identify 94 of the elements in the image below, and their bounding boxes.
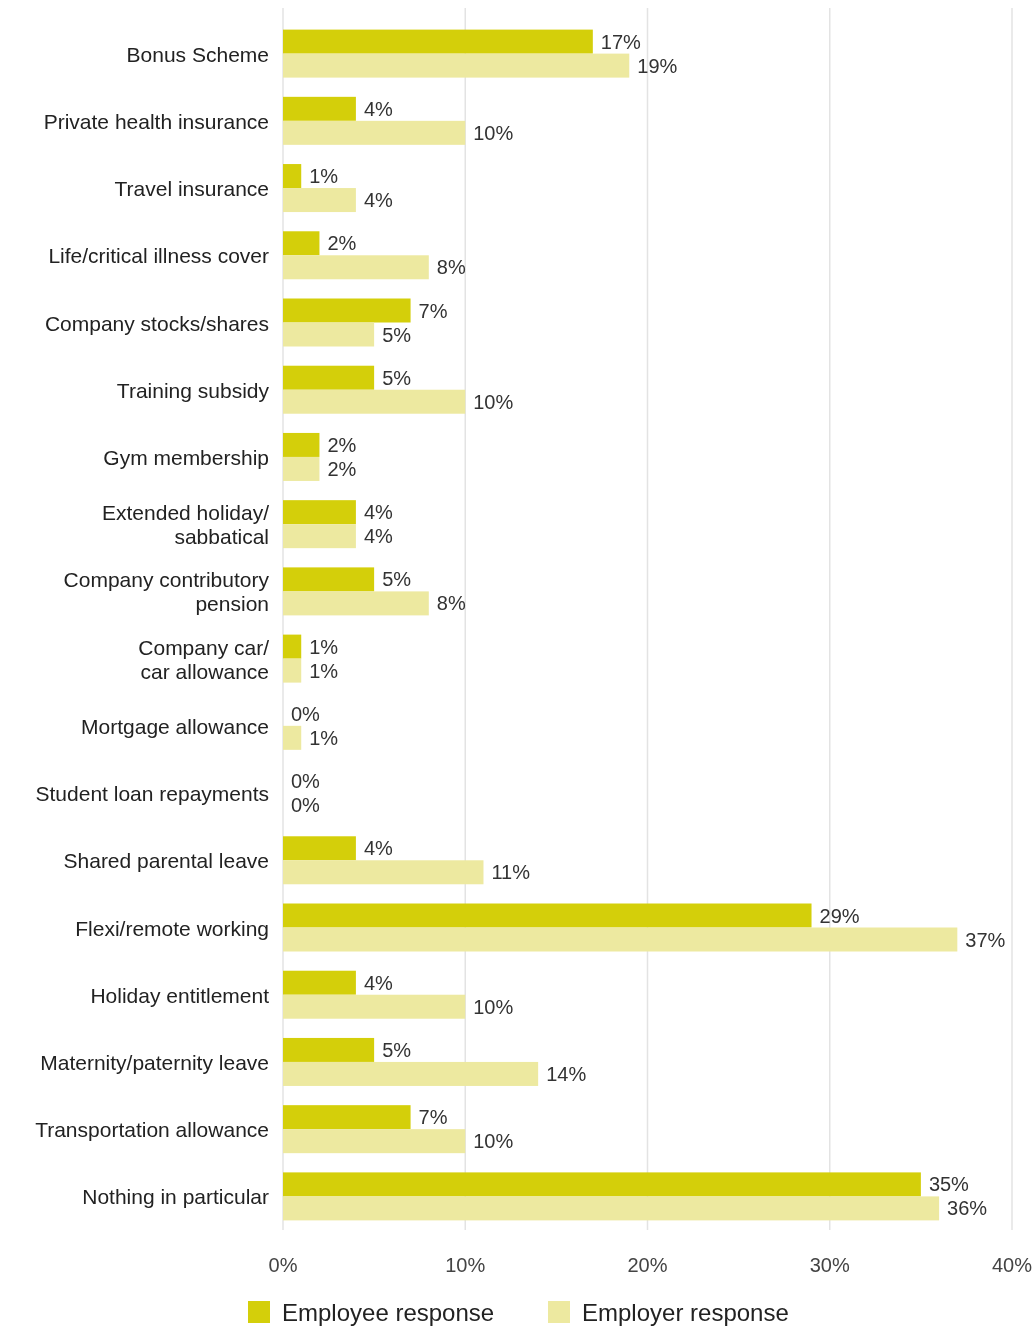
- bar: [283, 188, 356, 213]
- bar: [283, 29, 593, 54]
- data-label: 5%: [382, 1038, 412, 1061]
- bar: [283, 903, 812, 928]
- legend-label: Employee response: [282, 1299, 495, 1326]
- y-tick-label: Company stocks/shares: [44, 311, 269, 335]
- bar: [283, 53, 630, 78]
- y-tick-label: Nothing in particular: [82, 1185, 270, 1209]
- y-tick-label: Flexi/remote working: [75, 916, 269, 940]
- data-label: 2%: [327, 232, 357, 255]
- data-label: 5%: [382, 323, 412, 346]
- bar: [283, 1037, 375, 1062]
- y-tick-label: Life/critical illness cover: [48, 244, 269, 268]
- bar: [283, 591, 429, 616]
- y-tick-label: Training subsidy: [116, 378, 270, 402]
- bar: [283, 456, 320, 481]
- bar: [283, 389, 466, 414]
- data-label: 5%: [382, 568, 412, 591]
- bar: [283, 1061, 539, 1086]
- data-label: 7%: [418, 299, 448, 322]
- data-label: 2%: [327, 457, 357, 480]
- data-label: 14%: [546, 1062, 587, 1085]
- x-tick-label: 20%: [627, 1254, 668, 1276]
- data-label: 19%: [637, 54, 678, 77]
- y-tick-label: Travel insurance: [114, 177, 269, 201]
- data-label: 0%: [291, 702, 321, 725]
- data-label: 10%: [473, 995, 514, 1018]
- legend-label: Employer response: [582, 1299, 789, 1326]
- data-label: 4%: [363, 971, 394, 994]
- y-tick-label: Company contributory pension: [63, 568, 270, 616]
- data-label: 2%: [327, 433, 357, 456]
- bar: [283, 1196, 940, 1221]
- bar: [283, 994, 466, 1019]
- x-tick-label: 10%: [445, 1254, 486, 1276]
- bar: [283, 970, 356, 995]
- data-label: 36%: [947, 1197, 988, 1220]
- data-label: 0%: [291, 770, 321, 793]
- bar: [283, 298, 411, 323]
- y-tick-label: Extended holiday/ sabbatical: [102, 501, 270, 549]
- data-label: 8%: [436, 256, 466, 279]
- y-tick-label: Shared parental leave: [63, 849, 269, 873]
- bar: [283, 1105, 411, 1130]
- data-label: 0%: [291, 794, 321, 817]
- data-label: 4%: [363, 525, 394, 548]
- y-tick-label: Bonus Scheme: [126, 42, 269, 66]
- bar: [283, 120, 466, 145]
- x-tick-label: 30%: [809, 1254, 850, 1276]
- bar: [283, 1129, 466, 1154]
- data-label: 1%: [309, 165, 339, 188]
- data-label: 4%: [363, 837, 394, 860]
- data-label: 7%: [418, 1106, 448, 1129]
- data-label: 1%: [309, 635, 339, 658]
- bar: [283, 96, 356, 121]
- bar: [283, 322, 375, 347]
- y-tick-label: Company car/ car allowance: [138, 635, 270, 683]
- bar: [283, 567, 375, 592]
- bar: [283, 255, 429, 280]
- x-tick-label: 0%: [268, 1254, 298, 1276]
- y-tick-label: Student loan repayments: [35, 782, 269, 806]
- data-label: 10%: [473, 390, 514, 413]
- bar: [283, 836, 356, 861]
- bar: [283, 860, 484, 885]
- data-label: 10%: [473, 121, 514, 144]
- data-label: 4%: [363, 97, 394, 120]
- data-label: 29%: [819, 904, 860, 927]
- data-label: 1%: [309, 659, 339, 682]
- bar: [283, 1172, 921, 1197]
- data-label: 11%: [491, 861, 531, 884]
- data-label: 4%: [363, 501, 394, 524]
- y-tick-label: Maternity/paternity leave: [40, 1050, 269, 1074]
- data-label: 1%: [309, 726, 339, 749]
- bar: [283, 365, 375, 390]
- data-label: 17%: [600, 30, 642, 53]
- bar: [283, 725, 302, 750]
- y-tick-label: Transportation allowance: [35, 1118, 269, 1142]
- data-label: 5%: [382, 366, 412, 389]
- y-tick-label: Gym membership: [103, 445, 269, 469]
- y-tick-label: Private health insurance: [43, 109, 269, 133]
- data-label: 35%: [928, 1173, 970, 1196]
- bar: [283, 658, 302, 683]
- data-label: 8%: [436, 592, 466, 615]
- bar: [283, 500, 356, 525]
- data-label: 37%: [965, 928, 1006, 951]
- bar: [283, 634, 302, 659]
- data-label: 10%: [473, 1130, 514, 1153]
- x-tick-label: 40%: [991, 1254, 1033, 1276]
- y-tick-label: Mortgage allowance: [81, 714, 269, 738]
- bar: [283, 927, 958, 952]
- y-tick-label: Holiday entitlement: [90, 983, 270, 1007]
- bar: [283, 432, 320, 457]
- bar: [283, 524, 356, 549]
- bar: [283, 231, 320, 256]
- bar: [283, 164, 302, 189]
- data-label: 4%: [363, 189, 394, 212]
